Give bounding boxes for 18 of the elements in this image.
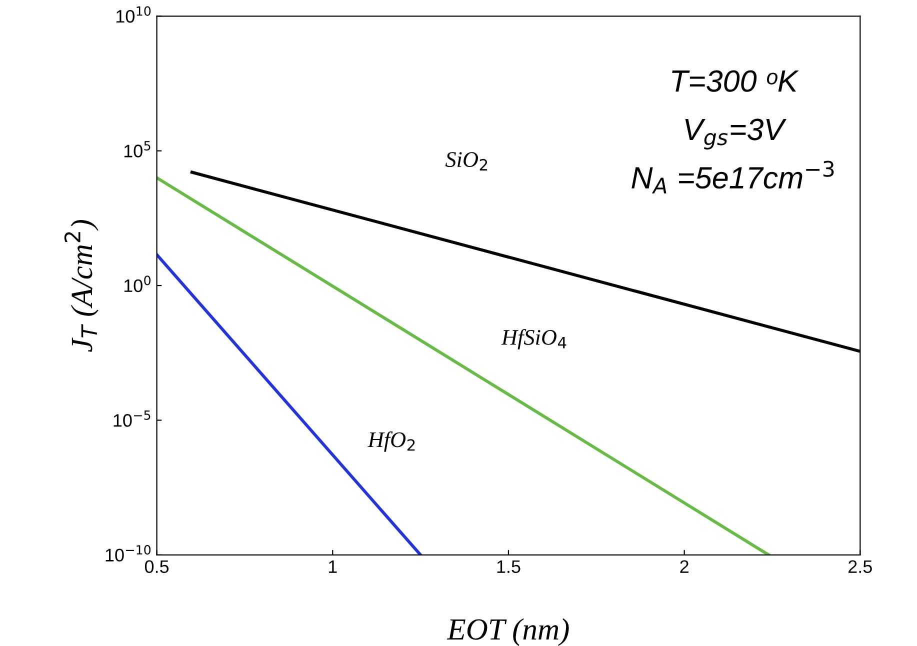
annotation: V$_{gs}$=3V <box>685 118 786 150</box>
x-tick-label: 0.5 <box>144 560 169 574</box>
annotation: HfSiO$_{4}$ <box>501 329 566 350</box>
y-tick-label: 10$^{−5}$ <box>114 410 150 427</box>
x-tick-label: 2.5 <box>848 560 872 574</box>
x-tick-label: 1.5 <box>497 560 520 574</box>
x-tick-label: 2 <box>680 560 688 573</box>
annotation: HfO$_{2}$ <box>368 431 415 452</box>
annotation: N$_{A}$ =5e17cm$^{−3}$ <box>632 160 834 194</box>
y-tick-label: 10$^{−10}$ <box>106 545 151 562</box>
y-tick-label: 10$^{5}$ <box>124 141 150 158</box>
y-tick-label: 10$^{10}$ <box>116 6 151 23</box>
x-tick-label: 1 <box>329 560 337 573</box>
annotation: SiO$_{2}$ <box>445 152 488 170</box>
annotation: T=300 ᵒK <box>672 70 799 92</box>
x-axis-title: EOT (nm) <box>446 618 569 646</box>
y-axis-title: J$_{T}$ (A/cm$^{2}$) <box>64 220 98 352</box>
y-tick-label: 10$^{0}$ <box>124 276 151 292</box>
